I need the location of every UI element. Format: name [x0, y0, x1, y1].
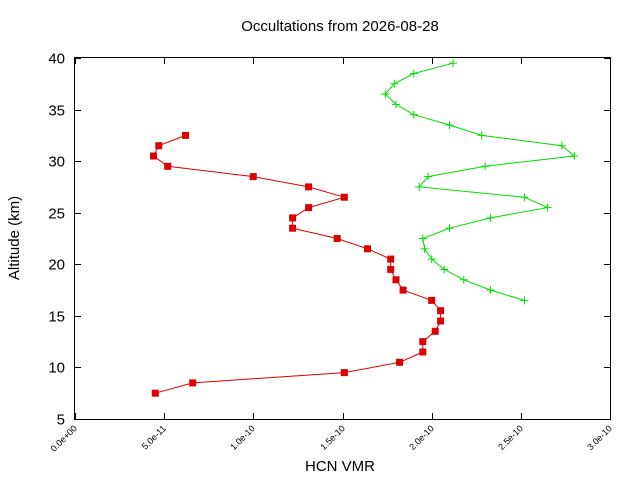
- series-1-point: [151, 389, 159, 397]
- x-tick-label: 2.5e-10: [496, 423, 525, 452]
- series-1-point: [155, 142, 163, 150]
- x-axis-label: HCN VMR: [305, 458, 375, 475]
- y-tick-label: 20: [48, 257, 65, 274]
- series-1-point: [364, 245, 371, 253]
- series-1-point: [437, 307, 445, 315]
- y-tick-label: 15: [48, 309, 65, 326]
- series-2-point: [543, 203, 552, 212]
- series-2-point: [427, 255, 436, 264]
- y-tick-label: 5: [57, 412, 65, 429]
- series-2-point: [520, 193, 529, 202]
- series-2-point: [392, 100, 400, 109]
- series-2-point: [418, 234, 427, 243]
- series-1-point: [392, 276, 400, 284]
- series-1-point: [289, 214, 297, 222]
- series-1-point: [428, 296, 436, 304]
- series-1-point: [150, 152, 157, 160]
- series-2-point: [570, 151, 579, 160]
- series-1-point: [289, 224, 297, 232]
- series-2-point: [445, 121, 454, 130]
- series-1-point: [340, 369, 348, 377]
- series-1-point: [182, 131, 190, 139]
- x-tick-label: 3.0e-10: [585, 423, 614, 452]
- series-1-point: [437, 317, 445, 325]
- series-1-point: [399, 286, 407, 294]
- series-1-point: [387, 265, 395, 273]
- series-1-point: [189, 379, 197, 387]
- series-2-point: [424, 172, 433, 181]
- series-1-point: [419, 348, 427, 356]
- series-1-line: [152, 134, 442, 394]
- y-axis-label: Altitude (km): [6, 196, 23, 280]
- series-2-point: [449, 59, 458, 68]
- series-1-point: [333, 235, 341, 242]
- series-2-line: [384, 62, 576, 301]
- y-axis: 5 10 15 20 25 30 35 40: [48, 51, 610, 429]
- series-2-point: [486, 213, 495, 222]
- x-axis: 0.0e+00 5.0e-11 1.0e-10 1.5e-10 2.0e-10 2.5e-…: [49, 58, 614, 454]
- series-2-point: [415, 182, 424, 191]
- series-2-point: [557, 141, 566, 150]
- y-tick-label: 25: [48, 206, 65, 223]
- series-2-point: [520, 296, 529, 305]
- series-2-point: [459, 275, 468, 284]
- series-1-point: [249, 173, 257, 181]
- series-2-point: [481, 162, 490, 171]
- series-1-point: [340, 193, 348, 201]
- series-1-point: [396, 358, 404, 366]
- x-tick-label: 1.0e-10: [228, 423, 257, 452]
- plot-frame: [74, 57, 611, 420]
- x-tick-label: 1.5e-10: [318, 423, 347, 452]
- series-layer: [150, 59, 579, 397]
- y-tick-label: 10: [48, 360, 65, 377]
- series-1-point: [419, 338, 427, 346]
- series-1-point: [431, 327, 439, 335]
- series-2-point: [477, 131, 486, 140]
- series-2-point: [390, 79, 399, 88]
- chart-title: Occultations from 2026-08-28: [241, 18, 439, 35]
- series-2-point: [420, 244, 429, 253]
- series-2-point: [486, 286, 495, 295]
- y-tick-label: 35: [48, 103, 65, 120]
- series-1-point: [164, 162, 172, 170]
- series-2-point: [409, 110, 418, 119]
- x-tick-label: 2.0e-10: [407, 423, 436, 452]
- series-2-point: [409, 69, 418, 78]
- y-tick-label: 40: [48, 51, 65, 68]
- series-2-point: [440, 265, 449, 274]
- series-1-point: [387, 255, 395, 263]
- series-1-point: [305, 204, 313, 212]
- series-2-point: [381, 90, 390, 99]
- x-tick-label: 5.0e-11: [140, 423, 168, 451]
- series-1-point: [305, 183, 313, 191]
- y-tick-label: 30: [48, 154, 65, 171]
- series-2-point: [445, 224, 454, 233]
